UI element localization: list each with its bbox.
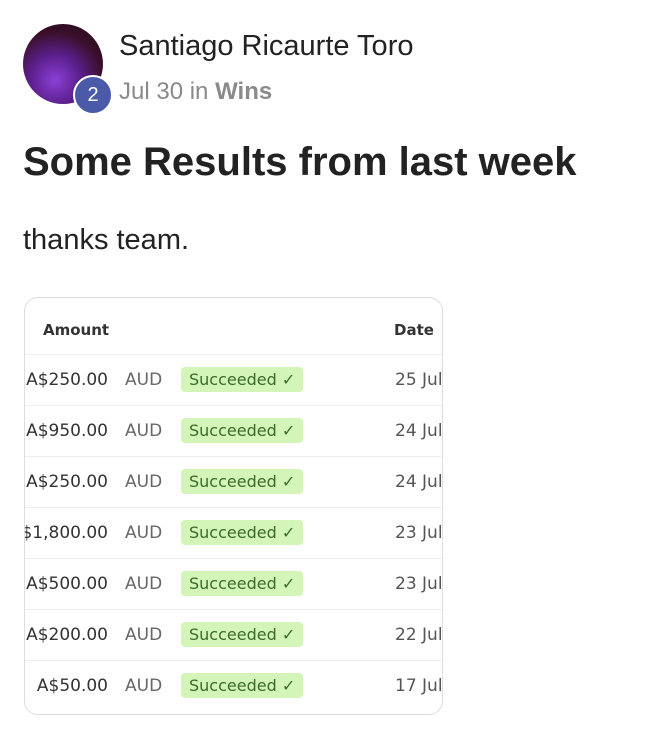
status-badge: Succeeded ✓ — [181, 571, 304, 596]
amount-cell: A$950.00 — [26, 421, 108, 441]
header-amount: Amount — [43, 321, 110, 339]
date-cell: 25 Jul — [395, 370, 443, 390]
category-link[interactable]: Wins — [215, 78, 273, 105]
date-cell: 23 Jul — [395, 574, 443, 594]
post-meta: Jul 30 in Wins — [119, 78, 272, 106]
status-badge: Succeeded ✓ — [181, 673, 304, 698]
currency-cell: AUD — [125, 370, 163, 390]
date-cell: 23 Jul — [395, 523, 443, 543]
amount-cell: A$200.00 — [26, 625, 108, 645]
status-badge: Succeeded ✓ — [181, 622, 304, 647]
in-label: in — [189, 78, 209, 105]
table-header: Amount Date — [25, 298, 442, 355]
status-badge: Succeeded ✓ — [181, 520, 304, 545]
amount-cell: A$250.00 — [26, 370, 108, 390]
post-body: thanks team. — [23, 224, 190, 256]
post-title: Some Results from last week — [23, 140, 577, 184]
post-date: Jul 30 — [119, 78, 184, 105]
date-cell: 22 Jul — [395, 625, 443, 645]
currency-cell: AUD — [125, 421, 163, 441]
currency-cell: AUD — [125, 523, 163, 543]
table-row: A$250.00 AUD Succeeded ✓ 25 Jul — [25, 355, 442, 406]
table-row: A$500.00 AUD Succeeded ✓ 23 Jul — [25, 559, 442, 610]
amount-cell: A$250.00 — [26, 472, 108, 492]
table-row: A$50.00 AUD Succeeded ✓ 17 Jul — [25, 661, 442, 711]
date-cell: 24 Jul — [395, 421, 443, 441]
status-badge: Succeeded ✓ — [181, 469, 304, 494]
level-badge: 2 — [73, 75, 113, 115]
status-badge: Succeeded ✓ — [181, 418, 304, 443]
currency-cell: AUD — [125, 676, 163, 696]
table-row: A$950.00 AUD Succeeded ✓ 24 Jul — [25, 406, 442, 457]
header-date: Date — [394, 321, 434, 339]
currency-cell: AUD — [125, 472, 163, 492]
amount-cell: A$50.00 — [36, 676, 108, 696]
table-row: A$200.00 AUD Succeeded ✓ 22 Jul — [25, 610, 442, 661]
author-name[interactable]: Santiago Ricaurte Toro — [119, 30, 414, 62]
table-row: $1,800.00 AUD Succeeded ✓ 23 Jul — [25, 508, 442, 559]
currency-cell: AUD — [125, 574, 163, 594]
status-badge: Succeeded ✓ — [181, 367, 304, 392]
amount-cell: A$500.00 — [26, 574, 108, 594]
date-cell: 17 Jul — [395, 676, 443, 696]
amount-cell: $1,800.00 — [24, 523, 108, 543]
payments-screenshot[interactable]: Amount Date A$250.00 AUD Succeeded ✓ 25 Jul… — [24, 297, 443, 715]
table-row: A$250.00 AUD Succeeded ✓ 24 Jul — [25, 457, 442, 508]
date-cell: 24 Jul — [395, 472, 443, 492]
currency-cell: AUD — [125, 625, 163, 645]
